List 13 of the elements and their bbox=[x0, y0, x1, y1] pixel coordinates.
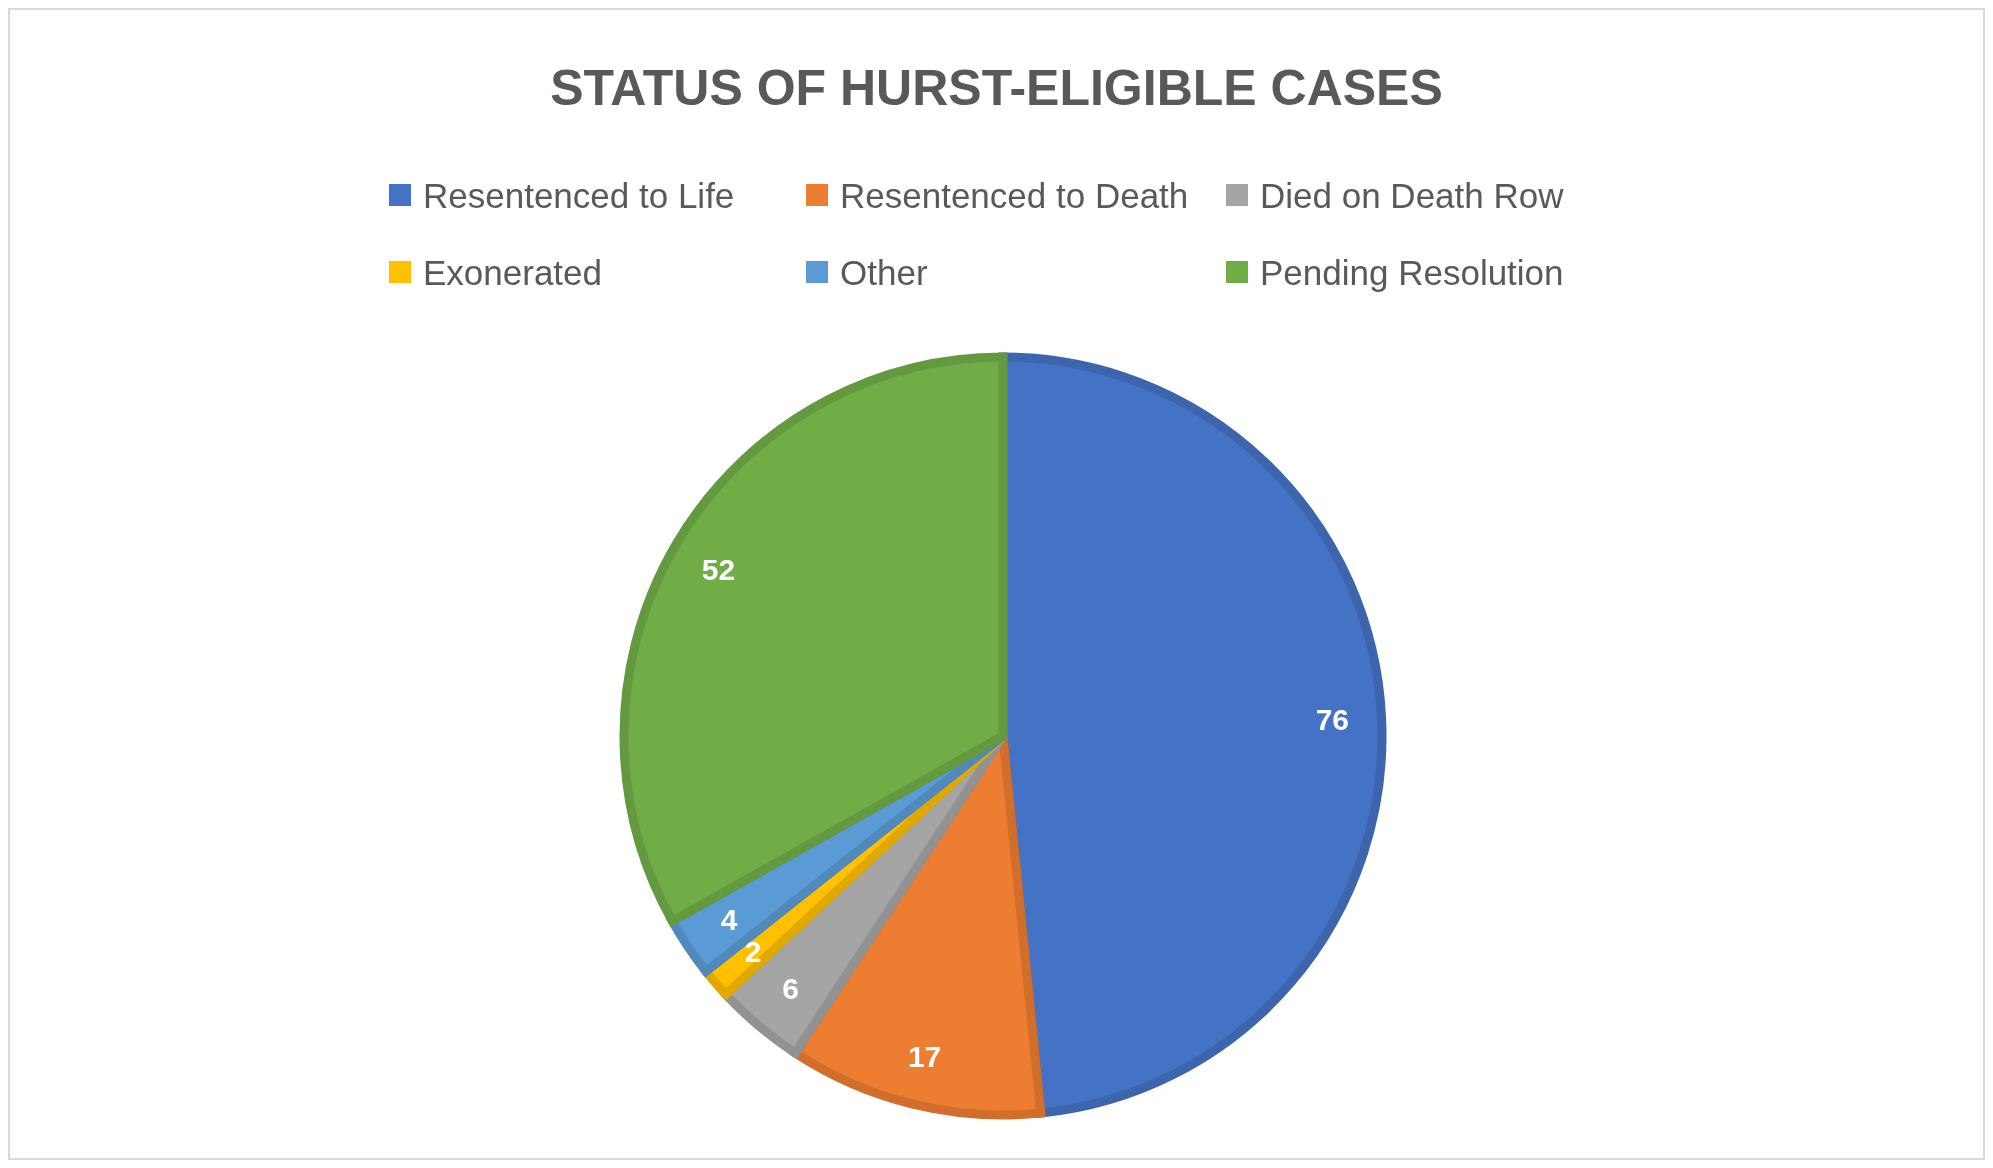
data-label: 6 bbox=[782, 971, 799, 1005]
legend-label: Died on Death Row bbox=[1260, 175, 1565, 215]
data-label: 2 bbox=[744, 934, 762, 968]
legend-label: Exonerated bbox=[423, 252, 603, 292]
data-label: 17 bbox=[907, 1039, 942, 1073]
data-label: 52 bbox=[701, 552, 736, 586]
legend-label: Resentenced to Life bbox=[423, 175, 735, 215]
legend-label: Pending Resolution bbox=[1260, 252, 1564, 292]
chart-title: STATUS OF HURST-ELIGIBLE CASES bbox=[550, 60, 1443, 116]
legend-label: Other bbox=[840, 252, 928, 292]
legend-label: Resentenced to Death bbox=[840, 175, 1189, 215]
data-label: 76 bbox=[1315, 703, 1350, 737]
data-label: 4 bbox=[720, 903, 738, 937]
